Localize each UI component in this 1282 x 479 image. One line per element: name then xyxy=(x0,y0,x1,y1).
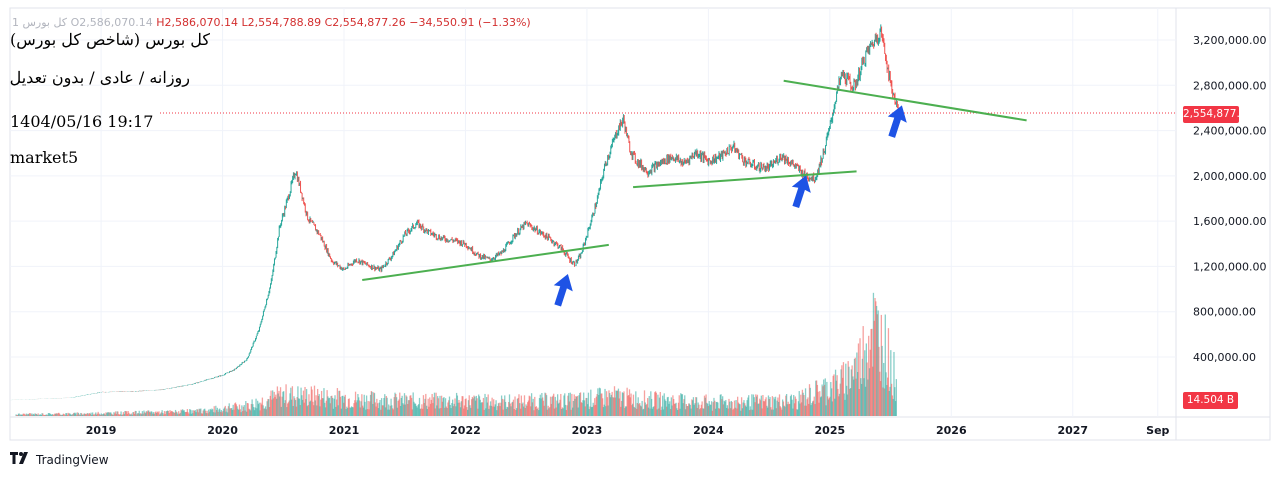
y-tick-label: 2,800,000.00 xyxy=(1193,79,1266,92)
ohlc-legend: 1 كل بورس O2,586,070.14 H2,586,070.14 L2… xyxy=(12,16,531,29)
legend-open-label: O xyxy=(70,16,80,29)
footer[interactable]: TradingView xyxy=(10,452,109,468)
y-tick-label: 1,600,000.00 xyxy=(1193,215,1266,228)
y-tick-label: 2,000,000.00 xyxy=(1193,170,1266,183)
trendline xyxy=(783,79,1027,122)
x-tick-label: 2027 xyxy=(1057,424,1088,437)
x-tick-label: 2021 xyxy=(329,424,360,437)
y-tick-label: 1,200,000.00 xyxy=(1193,260,1266,273)
trendline xyxy=(362,243,609,282)
y-tick-label: 400,000.00 xyxy=(1193,351,1256,364)
axes: 3,200,000.00 2,800,000.00 2,400,000.00 2,00… xyxy=(86,34,1267,437)
legend-symbol: 1 كل بورس xyxy=(12,16,68,29)
volume-histogram xyxy=(15,292,897,416)
grid xyxy=(9,7,1271,441)
chart-border xyxy=(9,7,1271,441)
arrow-shape xyxy=(887,105,907,138)
trendlines[interactable] xyxy=(362,79,1027,282)
arrow-annotations[interactable] xyxy=(548,102,911,308)
x-tick-label: 2024 xyxy=(693,424,724,437)
legend-change: −34,550.91 (−1.33%) xyxy=(409,16,531,29)
trendline xyxy=(633,170,857,189)
y-tick-label: 3,200,000.00 xyxy=(1193,34,1266,47)
legend-close: 2,554,877.26 xyxy=(332,16,406,29)
arrow-shape xyxy=(791,175,811,209)
x-tick-label: 2023 xyxy=(572,424,603,437)
chart-datetime: 1404/05/16 19:17 xyxy=(10,112,154,131)
y-tick-label: 2,400,000.00 xyxy=(1193,125,1266,138)
arrow-shape xyxy=(553,274,573,307)
footer-brand[interactable]: TradingView xyxy=(36,453,109,467)
up-arrow-icon xyxy=(553,274,573,307)
x-tick-label: 2022 xyxy=(450,424,481,437)
legend-high: 2,586,070.14 xyxy=(164,16,238,29)
legend-close-label: C xyxy=(324,16,333,29)
price-series xyxy=(9,24,1176,401)
legend-high-label: H xyxy=(156,16,165,29)
last-price-tag: 2,554,877.26 xyxy=(1183,106,1253,123)
x-tick-label: 2025 xyxy=(815,424,846,437)
x-tick-label: Sep xyxy=(1146,424,1169,437)
chart-subtitle-persian: روزانه / عادی / بدون تعدیل xyxy=(9,68,190,87)
chart-title-persian: کل بورس (شاخص کل بورس) xyxy=(9,30,210,49)
volume-tag: 14.504 B xyxy=(1183,392,1238,409)
up-arrow-icon xyxy=(887,105,907,138)
x-tick-label: 2026 xyxy=(936,424,967,437)
tradingview-logo-icon[interactable] xyxy=(10,452,30,468)
legend-low: 2,554,788.89 xyxy=(247,16,322,29)
legend-low-label: L xyxy=(241,16,248,29)
chart-source: market5 xyxy=(10,148,79,167)
x-tick-label: 2019 xyxy=(86,424,117,437)
x-tick-label: 2020 xyxy=(207,424,238,437)
y-tick-label: 800,000.00 xyxy=(1193,306,1256,319)
legend-open: 2,586,070.14 xyxy=(79,16,153,29)
up-arrow-icon xyxy=(791,175,811,209)
